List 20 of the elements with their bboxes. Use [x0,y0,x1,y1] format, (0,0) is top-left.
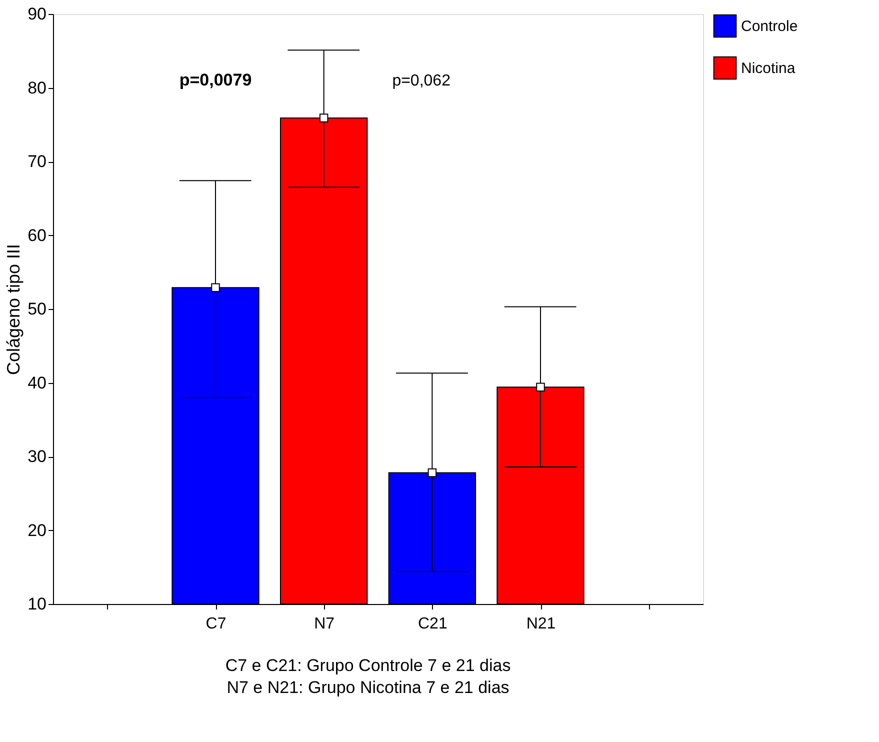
x-tick-label: N21 [526,616,556,632]
y-tick-label: 90 [28,4,46,24]
y-tick-label: 70 [28,152,46,171]
legend-label: Nicotina [741,60,796,77]
legend-label: Controle [741,18,798,35]
y-tick-label: 10 [28,594,46,614]
y-tick-label: 40 [28,373,46,392]
y-tick-label: 80 [28,78,46,98]
x-tick-label: C21 [418,616,448,632]
text: C7 e C21: Grupo Controle 7 e 21 dias [225,656,511,675]
text: N7 e N21: Grupo Nicotina 7 e 21 dias [226,678,510,697]
x-tick-label: C7 [206,616,226,632]
y-tick-label: 60 [28,226,46,245]
y-tick-label: 50 [28,300,46,318]
x-tick-label: N7 [314,616,335,632]
y-axis-title: Colágeno tipo III [4,244,24,376]
annotation: p=0,0079 [179,70,252,90]
y-tick-label: 20 [28,520,46,540]
y-tick-label: 30 [28,447,46,466]
annotation: p=0,062 [392,72,451,90]
